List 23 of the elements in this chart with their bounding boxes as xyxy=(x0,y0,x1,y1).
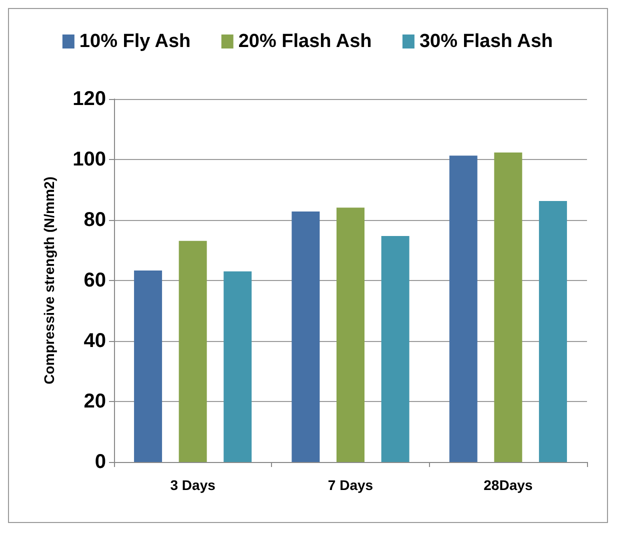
bar xyxy=(336,208,364,462)
bar xyxy=(292,212,320,462)
y-tick-label: 0 xyxy=(94,451,106,473)
bar xyxy=(494,152,522,462)
y-tick-label: 60 xyxy=(84,270,106,292)
bar xyxy=(224,271,252,462)
bar xyxy=(178,240,207,462)
y-tick-label: 100 xyxy=(72,148,106,170)
x-tick-label: 3 Days xyxy=(170,477,216,493)
legend-label: 20% Flash Ash xyxy=(238,31,372,52)
x-tick-label: 28Days xyxy=(484,477,533,493)
bar xyxy=(381,236,410,462)
y-tick-label: 80 xyxy=(84,209,106,231)
y-tick-label: 120 xyxy=(72,88,106,110)
bar xyxy=(538,200,567,462)
bar xyxy=(449,156,478,462)
legend-label: 30% Flash Ash xyxy=(419,31,553,52)
y-tick-label: 40 xyxy=(84,330,106,352)
x-tick-label: 7 Days xyxy=(328,477,374,493)
legend-label: 10% Fly Ash xyxy=(79,31,191,52)
y-tick-label: 20 xyxy=(84,390,106,412)
bar xyxy=(134,270,162,462)
y-axis-title: Compressive strength (N/mm2) xyxy=(41,176,57,384)
